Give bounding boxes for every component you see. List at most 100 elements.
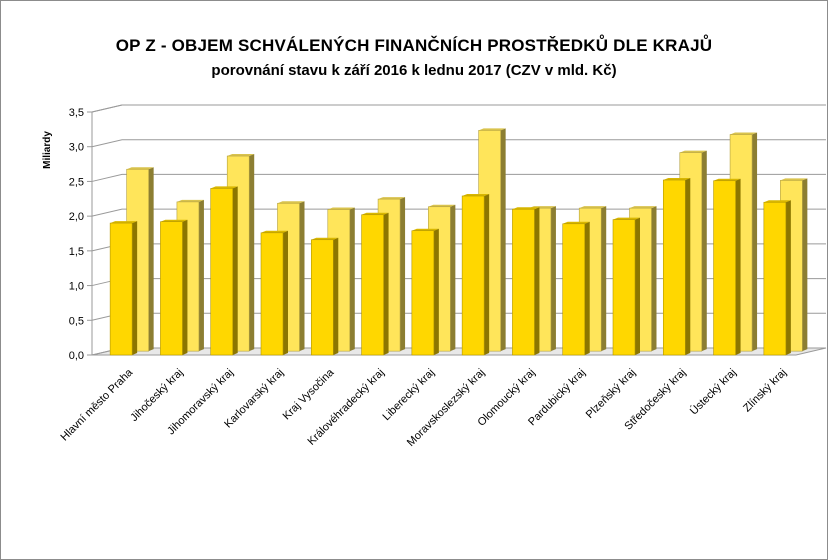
back-bar-top [679,150,707,153]
front-bar-top [110,221,138,224]
y-tick-label: 0,5 [69,315,84,327]
front-bar-front [260,232,284,356]
x-tick-label: Plzeňský kraj [584,367,638,421]
front-bar-top [261,230,288,233]
front-bar-side [383,212,389,355]
front-bar [260,230,288,356]
front-bar-side [232,186,238,355]
y-tick-label: 3,5 [69,107,84,119]
back-bar-top [629,206,657,209]
front-bar-front [160,221,183,356]
front-bar-front [662,179,686,356]
front-bar-front [461,195,485,356]
gridline [91,104,826,113]
series-front-bars [109,178,791,356]
back-bar-side [601,206,607,352]
front-bar-side [484,194,490,355]
front-bar [763,200,791,356]
x-tick-label: Ústecký kraj [687,366,739,418]
x-tick-label: Hlavní město Praha [58,366,135,443]
front-bar-side [735,178,741,355]
front-bar-top [411,228,439,231]
front-bar-side [785,200,791,355]
back-bar-side [400,197,406,352]
front-bar-top [361,212,389,215]
front-bar-top [663,178,691,181]
back-bar-top [277,201,305,204]
front-bar-top [613,217,640,220]
back-bar-side [450,204,456,352]
gridline [91,139,826,148]
front-bar-side [433,228,439,355]
y-tick-label: 2,0 [69,211,84,223]
front-bar [713,178,741,356]
front-bar-front [310,239,334,356]
back-bar-side [752,132,758,352]
front-bar [461,194,490,356]
y-tick-label: 1,5 [69,246,84,258]
front-bar-side [685,178,691,355]
chart-title: OP Z - OBJEM SCHVÁLENÝCH FINANČNÍCH PROS… [115,36,713,55]
back-bar-top [327,207,355,210]
chart-subtitle: porovnání stavu k září 2016 k lednu 2017… [211,62,617,79]
back-bar-top [428,204,456,207]
front-bar-top [210,186,238,189]
back-bar-side [500,128,506,352]
y-tick-label: 1,0 [69,281,84,293]
front-bar-side [534,207,540,355]
front-bar [361,212,389,356]
front-bar-front [713,180,736,356]
gridline [91,173,826,182]
front-bar [512,207,540,356]
x-tick-label: Kraj Vysočina [281,366,337,422]
back-bar-top [478,128,506,131]
front-bar-top [311,237,339,240]
front-bar [160,219,188,356]
front-bar-top [713,178,741,181]
back-bar-top [730,132,758,135]
x-tick-label: Liberecký kraj [381,367,437,423]
front-bar [109,221,138,356]
front-bar [562,221,590,356]
back-bar-side [701,150,707,352]
front-bar-front [562,223,586,356]
front-bar [210,186,238,356]
x-tick-label: Jihočeský kraj [128,367,185,424]
back-bar-top [579,206,607,209]
back-bar-side [198,199,204,352]
back-bar-side [550,206,556,352]
front-bar-front [512,208,535,356]
front-bar-top [462,194,490,197]
front-bar-front [763,201,787,356]
front-bar-top [512,207,540,210]
back-bar-top [126,167,154,170]
y-axis-ticks: 0,0 0,5 1,0 1,5 2,0 2,5 3,0 3,5 [69,107,84,362]
back-bar-side [148,167,154,352]
back-bar-side [299,201,305,352]
y-axis-label: Miliardy [42,131,53,169]
back-bar-top [176,199,204,202]
front-bar [612,217,640,356]
y-tick-label: 2,5 [69,176,84,188]
front-bar-side [635,217,640,355]
back-bar-top [378,197,406,200]
x-tick-label: Zlínský kraj [741,367,789,415]
front-bar-top [562,221,590,224]
back-bar-side [349,207,355,352]
front-bar-side [132,221,138,355]
front-bar-front [109,222,133,356]
front-bar-front [210,188,234,356]
front-bar-top [763,200,791,203]
back-bar-top [227,154,255,157]
back-bar-side [651,206,657,352]
front-bar-side [584,221,590,355]
front-bar [411,228,439,356]
back-bar-top [780,178,808,181]
front-bar-side [333,237,339,355]
back-bar-side [249,154,255,352]
y-tick-label: 3,0 [69,142,84,154]
y-tick-label: 0,0 [69,350,84,362]
front-bar-top [160,219,188,222]
